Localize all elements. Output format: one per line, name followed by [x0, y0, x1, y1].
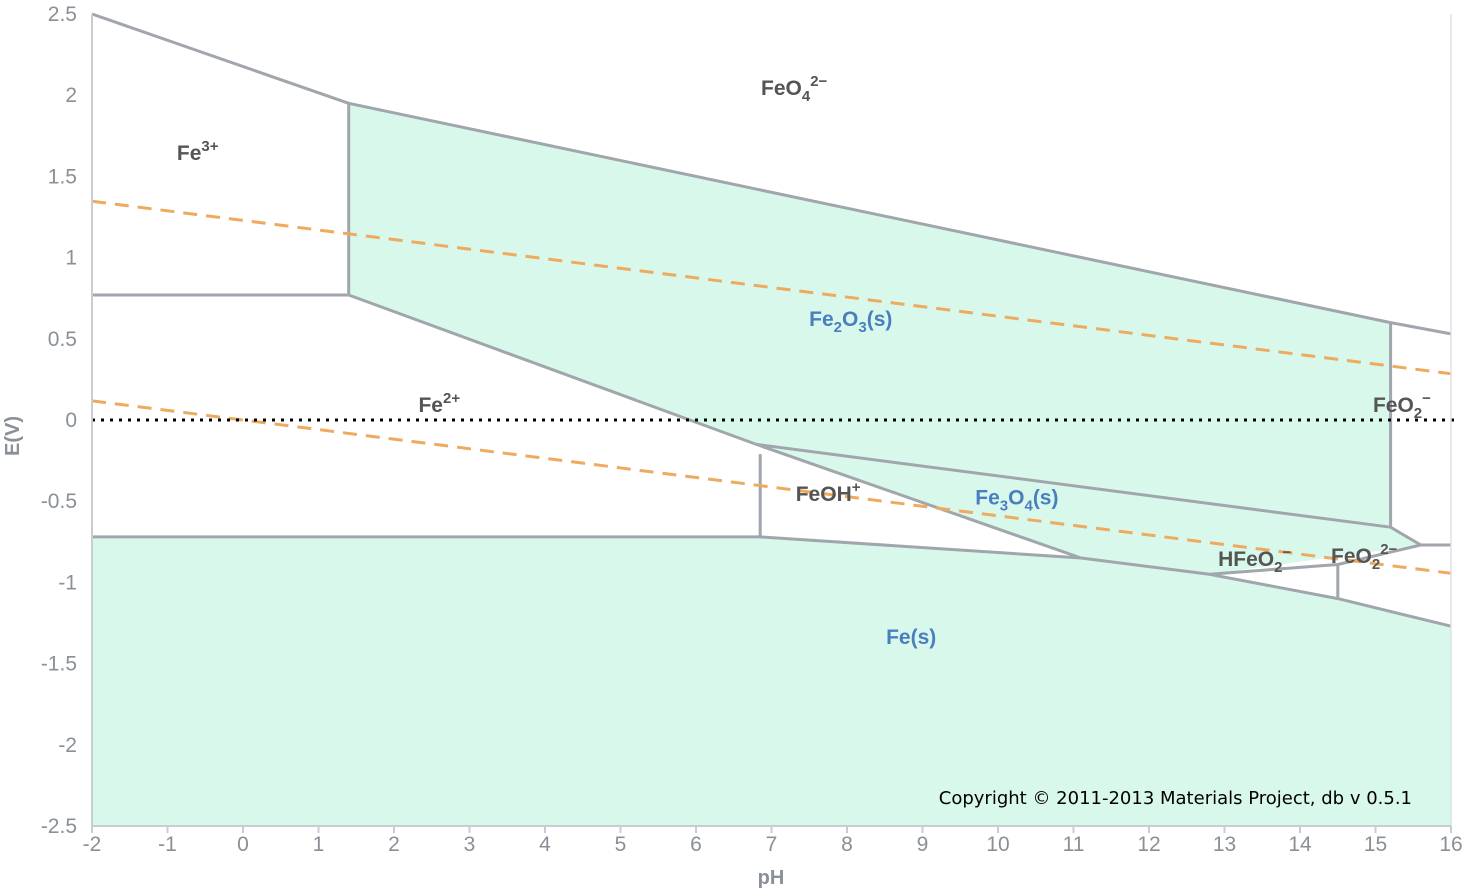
x-tick-label: 14 — [1288, 833, 1312, 856]
x-axis-title: pH — [758, 867, 785, 889]
region-fe2o3s — [348, 103, 1391, 528]
x-tick-label: 5 — [615, 833, 627, 856]
y-tick-label: -1 — [58, 571, 77, 594]
x-tick-label: 8 — [841, 833, 853, 856]
x-tick-label: 0 — [237, 833, 249, 856]
region-label: FeOH+ — [796, 479, 861, 506]
y-tick-label: 0 — [65, 409, 77, 432]
x-tick-label: 16 — [1439, 833, 1462, 856]
y-tick-label: -2 — [58, 734, 77, 757]
x-tick-label: 3 — [464, 833, 476, 856]
copyright-notice: Copyright © 2011-2013 Materials Project,… — [939, 788, 1412, 809]
region-label: Fe2+ — [418, 390, 460, 417]
x-tick-label: -1 — [158, 833, 177, 856]
region-label: Fe2O3(s) — [809, 308, 892, 336]
boundary-line-0 — [91, 12, 1452, 336]
y-tick-label: 0.5 — [48, 328, 77, 351]
x-tick-label: -2 — [83, 833, 102, 856]
region-label: Fe(s) — [886, 626, 936, 649]
region-label: FeO22− — [1331, 541, 1398, 573]
y-tick-label: -2.5 — [41, 815, 77, 838]
region-label: HFeO2− — [1218, 544, 1291, 576]
y-tick-label: 2.5 — [48, 3, 77, 26]
y-tick-label: 2 — [65, 84, 77, 107]
y-tick-label: 1 — [65, 247, 77, 270]
x-tick-label: 6 — [690, 833, 702, 856]
region-label: FeO42− — [761, 73, 828, 105]
region-label: Fe3O4(s) — [975, 486, 1058, 514]
x-tick-label: 13 — [1213, 833, 1236, 856]
region-fe3o4s — [756, 444, 1421, 575]
x-tick-label: 2 — [388, 833, 400, 856]
x-tick-label: 11 — [1063, 833, 1085, 856]
y-tick-label: 1.5 — [48, 165, 77, 188]
axes: -2 -1 0 1 2 3 4 5 6 7 8 9 10 11 12 13 14 15 162.521.510.50… — [41, 3, 1463, 856]
region-label: Fe3+ — [177, 138, 219, 165]
phase-boundaries — [91, 12, 1452, 628]
boundary-line-6 — [92, 535, 1452, 628]
y-axis-title: E(V) — [2, 416, 24, 456]
x-tick-label: 1 — [313, 833, 325, 856]
region-labels: FeO42− Fe3+ Fe2+ FeO2− FeOH+ HFeO2− FeO22− Fe2O… — [177, 73, 1431, 649]
x-tick-label: 10 — [986, 833, 1009, 856]
region-fes — [92, 536, 1451, 826]
boundary-line-4 — [756, 442, 1451, 547]
y-tick-label: -1.5 — [41, 653, 77, 676]
x-tick-label: 12 — [1137, 833, 1160, 856]
x-tick-label: 7 — [766, 833, 778, 856]
region-label: FeO2− — [1373, 390, 1431, 422]
y-tick-label: -0.5 — [41, 490, 77, 513]
x-tick-label: 15 — [1364, 833, 1387, 856]
x-tick-label: 4 — [539, 833, 551, 856]
solid-regions — [92, 103, 1451, 826]
x-tick-label: 9 — [917, 833, 929, 856]
